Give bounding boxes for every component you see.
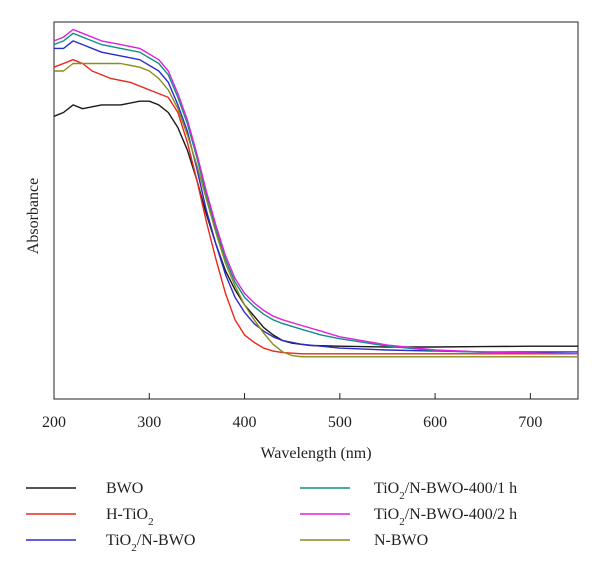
series-line-bwo xyxy=(53,100,578,348)
x-tick-label: 600 xyxy=(423,414,447,431)
x-tick-label: 200 xyxy=(42,414,66,431)
series-line-tio2-n-bwo-400-1-h xyxy=(53,32,579,355)
plot-frame xyxy=(53,21,579,400)
y-axis-title: Absorbance xyxy=(25,178,42,254)
series-line-h-tio2 xyxy=(53,59,578,355)
series-line-tio2-n-bwo xyxy=(54,40,578,353)
x-tick-label: 500 xyxy=(328,414,352,431)
legend-label: BWO xyxy=(106,480,143,497)
x-tick-label: 400 xyxy=(233,414,257,431)
legend: BWO H-TiO2 TiO2/N-BWO TiO2/N-BWO-400/1 h TiO… xyxy=(26,480,517,554)
legend-label: TiO2/N-BWO xyxy=(106,532,195,554)
x-tick-label: 700 xyxy=(518,414,542,431)
legend-label: H-TiO2 xyxy=(106,506,154,528)
series-line-n-bwo xyxy=(54,62,578,358)
legend-label: TiO2/N-BWO-400/2 h xyxy=(374,506,517,528)
legend-label: N-BWO xyxy=(374,532,428,549)
x-tick-label: 300 xyxy=(137,414,161,431)
series-line-tio2-n-bwo-400-2-h xyxy=(53,28,579,355)
x-axis-title: Wavelength (nm) xyxy=(260,445,371,462)
legend-label: TiO2/N-BWO-400/1 h xyxy=(374,480,517,502)
